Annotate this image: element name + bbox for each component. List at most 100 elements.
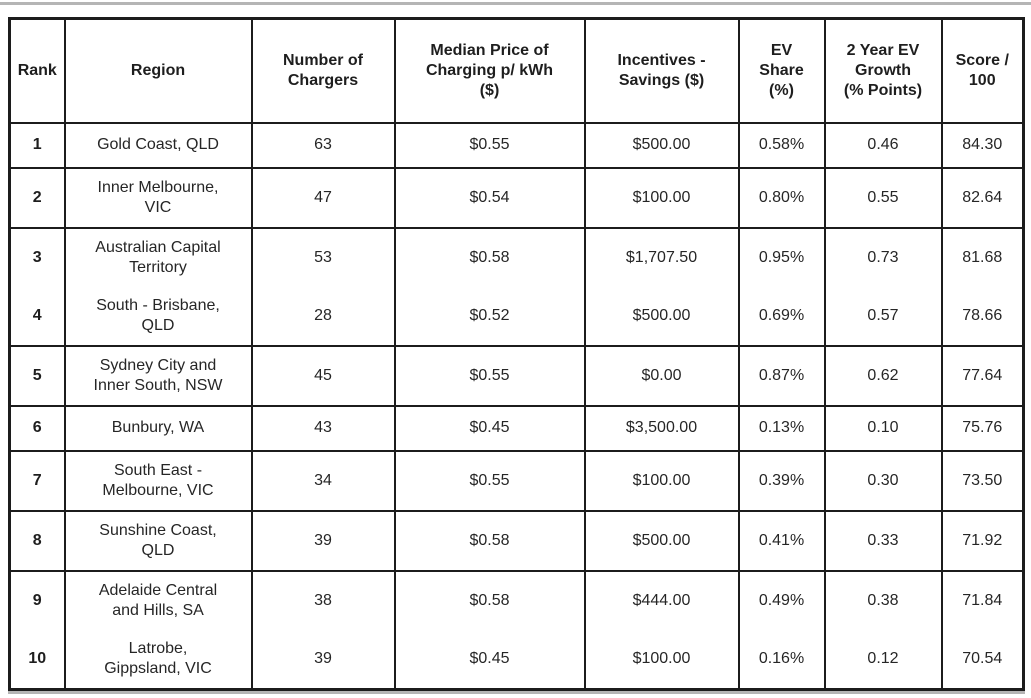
rank-cell: 7 [8, 449, 66, 512]
incentives-cell: $100.00 [583, 449, 740, 512]
region-cell: South East - Melbourne, VIC [63, 449, 253, 512]
incentives-cell: $0.00 [583, 344, 740, 407]
growth-cell: 0.46 [823, 121, 943, 169]
score-cell: 81.68 [940, 226, 1025, 287]
column-header-ev-share: EV Share (%) [737, 17, 826, 124]
incentives-cell: $3,500.00 [583, 404, 740, 452]
column-header-score: Score / 100 [940, 17, 1025, 124]
column-header-price: Median Price of Charging p/ kWh ($) [393, 17, 586, 124]
growth-cell: 0.38 [823, 569, 943, 630]
score-cell: 78.66 [940, 286, 1025, 347]
incentives-cell: $500.00 [583, 509, 740, 572]
stub-cell [8, 681, 66, 693]
incentives-cell: $500.00 [583, 121, 740, 169]
table-row: 1 Gold Coast, QLD 63 $0.55 $500.00 0.58%… [8, 121, 1025, 169]
chargers-cell: 39 [250, 509, 396, 572]
region-cell: Sydney City and Inner South, NSW [63, 344, 253, 407]
chargers-cell: 34 [250, 449, 396, 512]
growth-cell: 0.33 [823, 509, 943, 572]
ev-share-cell: 0.87% [737, 344, 826, 407]
chargers-cell: 53 [250, 226, 396, 287]
region-cell: Gold Coast, QLD [63, 121, 253, 169]
table-row: 4 South - Brisbane, QLD 28 $0.52 $500.00… [8, 286, 1025, 347]
rank-cell: 5 [8, 344, 66, 407]
region-cell: Adelaide Central and Hills, SA [63, 569, 253, 630]
ev-share-cell: 0.41% [737, 509, 826, 572]
column-header-chargers: Number of Chargers [250, 17, 396, 124]
ev-share-cell: 0.80% [737, 166, 826, 229]
rank-cell: 3 [8, 226, 66, 287]
rank-cell: 8 [8, 509, 66, 572]
table-row: 2 Inner Melbourne, VIC 47 $0.54 $100.00 … [8, 166, 1025, 229]
chargers-cell: 38 [250, 569, 396, 630]
incentives-cell: $444.00 [583, 569, 740, 630]
table-row: 9 Adelaide Central and Hills, SA 38 $0.5… [8, 569, 1025, 630]
price-cell: $0.45 [393, 404, 586, 452]
region-cell: Latrobe, Gippsland, VIC [63, 629, 253, 690]
stub-row [8, 681, 1025, 693]
price-cell: $0.55 [393, 344, 586, 407]
score-cell: 82.64 [940, 166, 1025, 229]
price-cell: $0.45 [393, 629, 586, 690]
ev-share-cell: 0.39% [737, 449, 826, 512]
chargers-cell: 45 [250, 344, 396, 407]
rank-cell: 1 [8, 121, 66, 169]
score-cell: 75.76 [940, 404, 1025, 452]
column-header-region: Region [63, 17, 253, 124]
price-cell: $0.58 [393, 569, 586, 630]
incentives-cell: $500.00 [583, 286, 740, 347]
growth-cell: 0.55 [823, 166, 943, 229]
region-cell: Inner Melbourne, VIC [63, 166, 253, 229]
price-cell: $0.54 [393, 166, 586, 229]
growth-cell: 0.30 [823, 449, 943, 512]
stub-cell [737, 681, 826, 693]
chargers-cell: 63 [250, 121, 396, 169]
rank-cell: 6 [8, 404, 66, 452]
chargers-cell: 43 [250, 404, 396, 452]
table-header: Rank Region Number of Chargers Median Pr… [8, 17, 1025, 124]
rank-cell: 2 [8, 166, 66, 229]
growth-cell: 0.73 [823, 226, 943, 287]
ev-share-cell: 0.49% [737, 569, 826, 630]
table-body: 1 Gold Coast, QLD 63 $0.55 $500.00 0.58%… [8, 121, 1025, 690]
table-row: 8 Sunshine Coast, QLD 39 $0.58 $500.00 0… [8, 509, 1025, 572]
stub-cell [393, 681, 586, 693]
chargers-cell: 28 [250, 286, 396, 347]
table-row: 7 South East - Melbourne, VIC 34 $0.55 $… [8, 449, 1025, 512]
ev-share-cell: 0.95% [737, 226, 826, 287]
rank-cell: 10 [8, 629, 66, 690]
price-cell: $0.52 [393, 286, 586, 347]
incentives-cell: $100.00 [583, 629, 740, 690]
ev-share-cell: 0.58% [737, 121, 826, 169]
region-cell: Australian Capital Territory [63, 226, 253, 287]
score-cell: 71.92 [940, 509, 1025, 572]
score-cell: 77.64 [940, 344, 1025, 407]
growth-cell: 0.62 [823, 344, 943, 407]
table-row: 3 Australian Capital Territory 53 $0.58 … [8, 226, 1025, 287]
column-header-rank: Rank [8, 17, 66, 124]
region-cell: Bunbury, WA [63, 404, 253, 452]
score-cell: 71.84 [940, 569, 1025, 630]
stub-cell [250, 681, 396, 693]
stub-cell [823, 681, 943, 693]
cutoff-previous-row-line [0, 2, 1031, 5]
score-cell: 84.30 [940, 121, 1025, 169]
stub-cell [940, 681, 1025, 693]
column-header-growth: 2 Year EV Growth (% Points) [823, 17, 943, 124]
region-cell: South - Brisbane, QLD [63, 286, 253, 347]
rank-cell: 9 [8, 569, 66, 630]
ev-region-ranking-table: Rank Region Number of Chargers Median Pr… [8, 17, 1025, 691]
growth-cell: 0.57 [823, 286, 943, 347]
cutoff-next-row-stub [8, 681, 1025, 694]
ev-share-cell: 0.13% [737, 404, 826, 452]
stub-cell [583, 681, 740, 693]
table-row: 5 Sydney City and Inner South, NSW 45 $0… [8, 344, 1025, 407]
incentives-cell: $1,707.50 [583, 226, 740, 287]
rank-cell: 4 [8, 286, 66, 347]
table-row: 6 Bunbury, WA 43 $0.45 $3,500.00 0.13% 0… [8, 404, 1025, 452]
chargers-cell: 47 [250, 166, 396, 229]
price-cell: $0.55 [393, 121, 586, 169]
price-cell: $0.58 [393, 226, 586, 287]
score-cell: 73.50 [940, 449, 1025, 512]
